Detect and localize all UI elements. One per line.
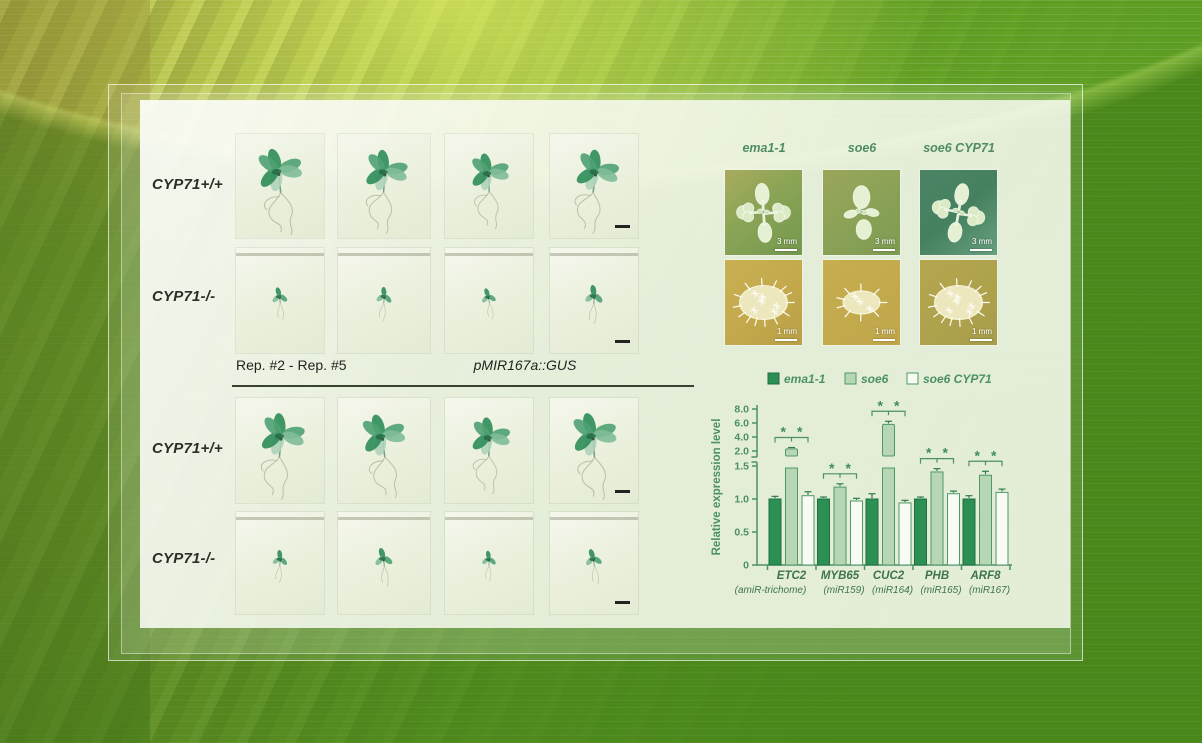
caption-construct: pMIR167a::GUS — [473, 357, 577, 373]
scale-bar — [615, 340, 630, 343]
svg-text:*: * — [797, 424, 803, 440]
scale-bar — [775, 339, 797, 341]
scale-bar — [775, 249, 797, 251]
section-divider — [232, 385, 694, 387]
svg-text:soe6 CYP71: soe6 CYP71 — [923, 372, 992, 386]
svg-text:Relative expression level: Relative expression level — [711, 419, 723, 556]
svg-text:(miR167): (miR167) — [969, 585, 1010, 596]
scale-bar — [615, 601, 630, 604]
gus-seedling-photo — [445, 512, 533, 614]
pheno-header-soe6-cyp71: soe6 CYP71 — [923, 141, 995, 155]
scale-bar-label: 3 mm — [777, 237, 797, 246]
svg-text:8.0: 8.0 — [734, 404, 749, 416]
expression-bar-chart: ema1-1 soe6 soe6 CYP71 Relative expression … — [700, 365, 1055, 623]
scale-bar — [615, 225, 630, 228]
svg-text:0.5: 0.5 — [734, 527, 749, 539]
pheno-header-ema1-1: ema1-1 — [742, 141, 786, 155]
scale-bar — [970, 339, 992, 341]
gus-seedling-photo — [236, 512, 324, 614]
row-label-cyp71-wt-top: CYP71+/+ — [152, 176, 223, 193]
svg-text:soe6: soe6 — [861, 372, 889, 386]
gus-seedling-photo — [550, 398, 638, 503]
svg-text:(miR164): (miR164) — [872, 585, 913, 596]
svg-text:ema1-1: ema1-1 — [784, 372, 826, 386]
svg-text:(miR165): (miR165) — [920, 585, 961, 596]
svg-text:MYB65: MYB65 — [821, 570, 860, 582]
bar-chart-svg: ema1-1 soe6 soe6 CYP71 Relative expression … — [711, 372, 1012, 596]
scale-bar-label: 3 mm — [972, 237, 992, 246]
scale-bar — [873, 249, 895, 251]
svg-text:*: * — [878, 397, 884, 413]
gus-seedling-photo — [550, 134, 638, 238]
gus-seedling-photo — [338, 134, 430, 238]
scale-bar — [873, 339, 895, 341]
svg-text:(amiR-trichome): (amiR-trichome) — [735, 585, 807, 596]
gus-seedling-photo — [338, 248, 430, 353]
svg-text:2.0: 2.0 — [734, 446, 749, 458]
rosette-photo: 3 mm — [920, 170, 997, 255]
trichome-leaf-photo: 1 mm — [920, 260, 997, 345]
svg-text:*: * — [829, 460, 835, 476]
gus-seedling-photo — [445, 398, 533, 503]
svg-text:*: * — [943, 445, 949, 461]
gus-seedling-photo — [236, 248, 324, 353]
svg-text:*: * — [926, 445, 932, 461]
row-label-cyp71-mut-bottom: CYP71-/- — [152, 550, 216, 567]
gus-seedling-photo — [445, 134, 533, 238]
pheno-header-soe6: soe6 — [847, 141, 877, 155]
rosette-photo: 3 mm — [823, 170, 900, 255]
scale-bar-label: 3 mm — [875, 237, 895, 246]
gus-seedling-photo — [445, 248, 533, 353]
gus-seedling-photo — [550, 512, 638, 614]
svg-text:*: * — [846, 460, 852, 476]
svg-text:1.5: 1.5 — [734, 461, 749, 473]
gus-seedling-photo — [236, 134, 324, 238]
row-label-cyp71-wt-bottom: CYP71+/+ — [152, 440, 223, 457]
svg-text:*: * — [975, 447, 981, 463]
gus-seedling-photo — [338, 512, 430, 614]
gus-seedling-photo — [236, 398, 324, 503]
row-label-cyp71-mut-top: CYP71-/- — [152, 288, 216, 305]
svg-text:PHB: PHB — [925, 570, 949, 582]
svg-text:*: * — [781, 424, 787, 440]
svg-text:4.0: 4.0 — [734, 432, 749, 444]
svg-text:ETC2: ETC2 — [777, 570, 807, 582]
svg-text:*: * — [991, 447, 997, 463]
svg-text:6.0: 6.0 — [734, 418, 749, 430]
svg-text:*: * — [894, 397, 900, 413]
svg-text:CUC2: CUC2 — [873, 570, 905, 582]
svg-text:0: 0 — [743, 560, 749, 572]
figure-panel: CYP71+/+ CYP71-/- CYP71+/+ CYP71-/- — [140, 100, 1070, 628]
rosette-photo: 3 mm — [725, 170, 802, 255]
scale-bar-label: 1 mm — [875, 327, 895, 336]
caption-replicates: Rep. #2 - Rep. #5 — [236, 357, 347, 373]
gus-seedling-photo — [550, 248, 638, 353]
scale-bar — [970, 249, 992, 251]
scale-bar-label: 1 mm — [777, 327, 797, 336]
gus-seedling-photo — [338, 398, 430, 503]
svg-text:ARF8: ARF8 — [969, 570, 1001, 582]
trichome-leaf-photo: 1 mm — [823, 260, 900, 345]
scale-bar-label: 1 mm — [972, 327, 992, 336]
svg-text:1.0: 1.0 — [734, 494, 749, 506]
trichome-leaf-photo: 1 mm — [725, 260, 802, 345]
svg-text:(miR159): (miR159) — [823, 585, 864, 596]
scale-bar — [615, 490, 630, 493]
